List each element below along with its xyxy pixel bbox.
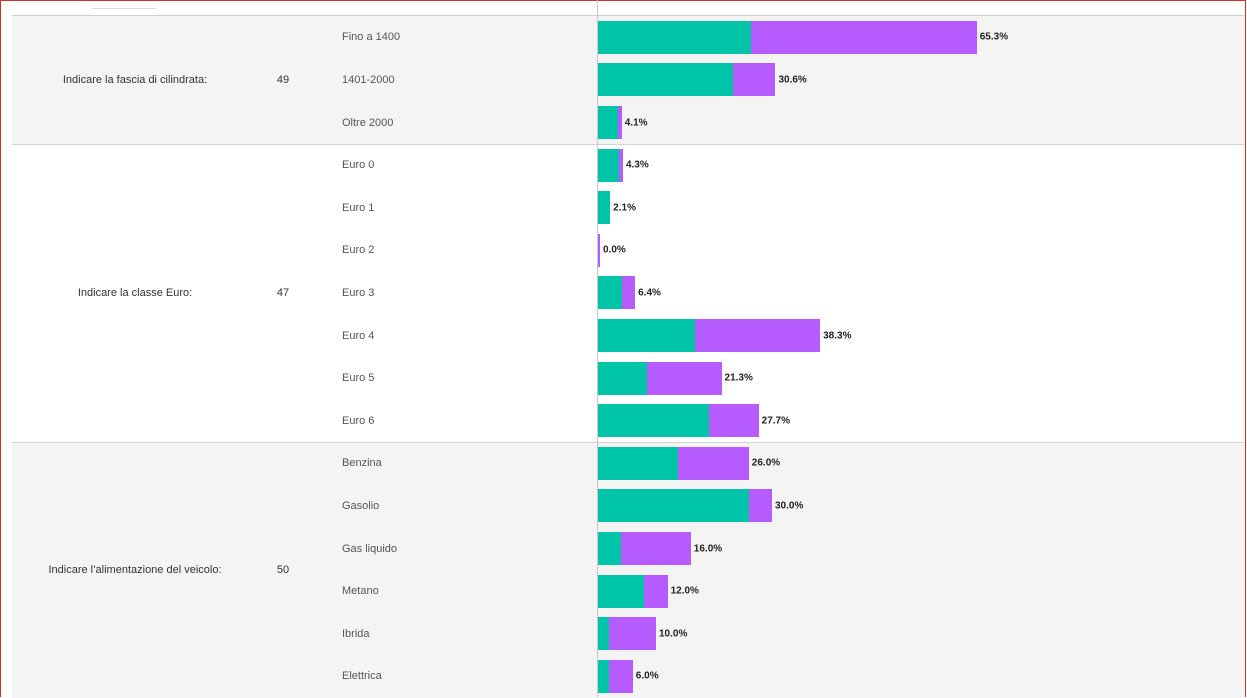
bar-segment-series-b — [733, 63, 776, 97]
data-label: 38.3% — [823, 330, 852, 341]
category-label: Metano — [342, 585, 379, 598]
bar-segment-series-a — [598, 532, 621, 565]
bar-segment-series-a — [598, 446, 679, 480]
bar-segment-series-b — [709, 404, 759, 438]
top-stub-line — [92, 8, 156, 9]
question-label: Indicare l’alimentazione del veicolo: — [48, 563, 222, 576]
bar — [598, 532, 691, 565]
category-label: Elettrica — [342, 670, 382, 683]
group-separator — [12, 143, 1244, 145]
bar-segment-series-a — [598, 63, 734, 97]
category-label: Euro 4 — [342, 329, 375, 342]
bar-segment-series-a — [598, 191, 611, 225]
data-label: 12.0% — [670, 585, 699, 597]
data-label: 6.0% — [635, 670, 659, 682]
data-label: 6.4% — [638, 287, 661, 299]
question-label: Indicare la classe Euro: — [77, 286, 193, 299]
category-label: Ibrida — [342, 627, 370, 640]
category-label: Fino a 1400 — [342, 31, 401, 44]
group-separator — [12, 442, 1244, 443]
bar-segment-series-b — [620, 532, 691, 565]
bar-segment-series-a — [598, 404, 710, 438]
category-label: Euro 0 — [342, 159, 375, 172]
bar-segment-series-a — [598, 319, 696, 352]
bar-segment-series-a — [598, 276, 622, 310]
data-label: 26.0% — [751, 457, 781, 469]
category-label: Gasolio — [342, 499, 380, 512]
bar-segment-series-b — [609, 659, 633, 693]
bar-segment-series-b — [598, 233, 600, 267]
bar-segment-series-b — [749, 489, 772, 523]
bar — [598, 361, 722, 395]
respondent-count: 49 — [276, 73, 290, 86]
bar-segment-series-b — [750, 20, 977, 54]
bar — [598, 574, 668, 608]
bar — [598, 106, 622, 139]
data-label: 4.3% — [625, 159, 649, 171]
category-label: 1401-2000 — [342, 73, 395, 86]
bar — [598, 63, 776, 97]
respondent-count: 47 — [276, 286, 290, 299]
bar-segment-series-b — [618, 106, 622, 139]
bar-segment-series-b — [646, 361, 722, 395]
data-label: 2.1% — [613, 202, 636, 214]
bar-segment-series-b — [643, 574, 668, 608]
category-label: Euro 5 — [342, 372, 375, 385]
category-label: Euro 2 — [342, 244, 375, 257]
question-group-3 — [12, 442, 1244, 698]
data-label: 16.0% — [693, 543, 723, 554]
question-label: Indicare la fascia di cilindrata: — [62, 73, 208, 86]
zero-axis-line — [597, 0, 598, 697]
category-label: Euro 6 — [342, 414, 375, 427]
data-label: 27.7% — [761, 415, 791, 427]
bar — [598, 446, 749, 480]
bar — [598, 20, 977, 54]
data-label: 21.3% — [724, 372, 753, 384]
bar-segment-series-b — [609, 617, 656, 651]
bar-segment-series-a — [598, 148, 620, 182]
bar — [598, 148, 623, 182]
bar-segment-series-b — [619, 148, 623, 182]
bar — [598, 404, 759, 438]
bar-segment-series-b — [695, 319, 821, 352]
bar-segment-series-a — [598, 20, 751, 54]
bar-segment-series-a — [598, 617, 610, 651]
bar — [598, 319, 821, 352]
data-label: 65.3% — [979, 31, 1009, 43]
bar-segment-series-a — [598, 106, 619, 139]
category-label: Benzina — [342, 457, 382, 470]
data-label: 0.0% — [603, 244, 626, 256]
category-label: Euro 1 — [342, 201, 375, 214]
data-label: 30.0% — [775, 500, 804, 512]
respondent-count: 50 — [276, 563, 290, 576]
data-label: 4.1% — [624, 117, 648, 128]
bar — [598, 233, 600, 267]
bar-segment-series-b — [678, 446, 749, 480]
bar — [598, 191, 611, 225]
bar-segment-series-a — [598, 574, 644, 608]
data-label: 30.6% — [778, 74, 807, 86]
bar-segment-series-b — [621, 276, 636, 310]
bar — [598, 659, 633, 693]
bar-segment-series-a — [598, 361, 647, 395]
chart-top-border — [12, 15, 1244, 16]
bar — [598, 617, 656, 651]
bar-segment-series-a — [598, 659, 610, 693]
category-label: Euro 3 — [342, 286, 375, 299]
bar — [598, 489, 772, 523]
category-label: Oltre 2000 — [342, 116, 394, 129]
category-label: Gas liquido — [342, 542, 398, 555]
data-label: 10.0% — [659, 628, 688, 640]
bar-segment-series-a — [598, 489, 750, 523]
bar — [598, 276, 636, 310]
